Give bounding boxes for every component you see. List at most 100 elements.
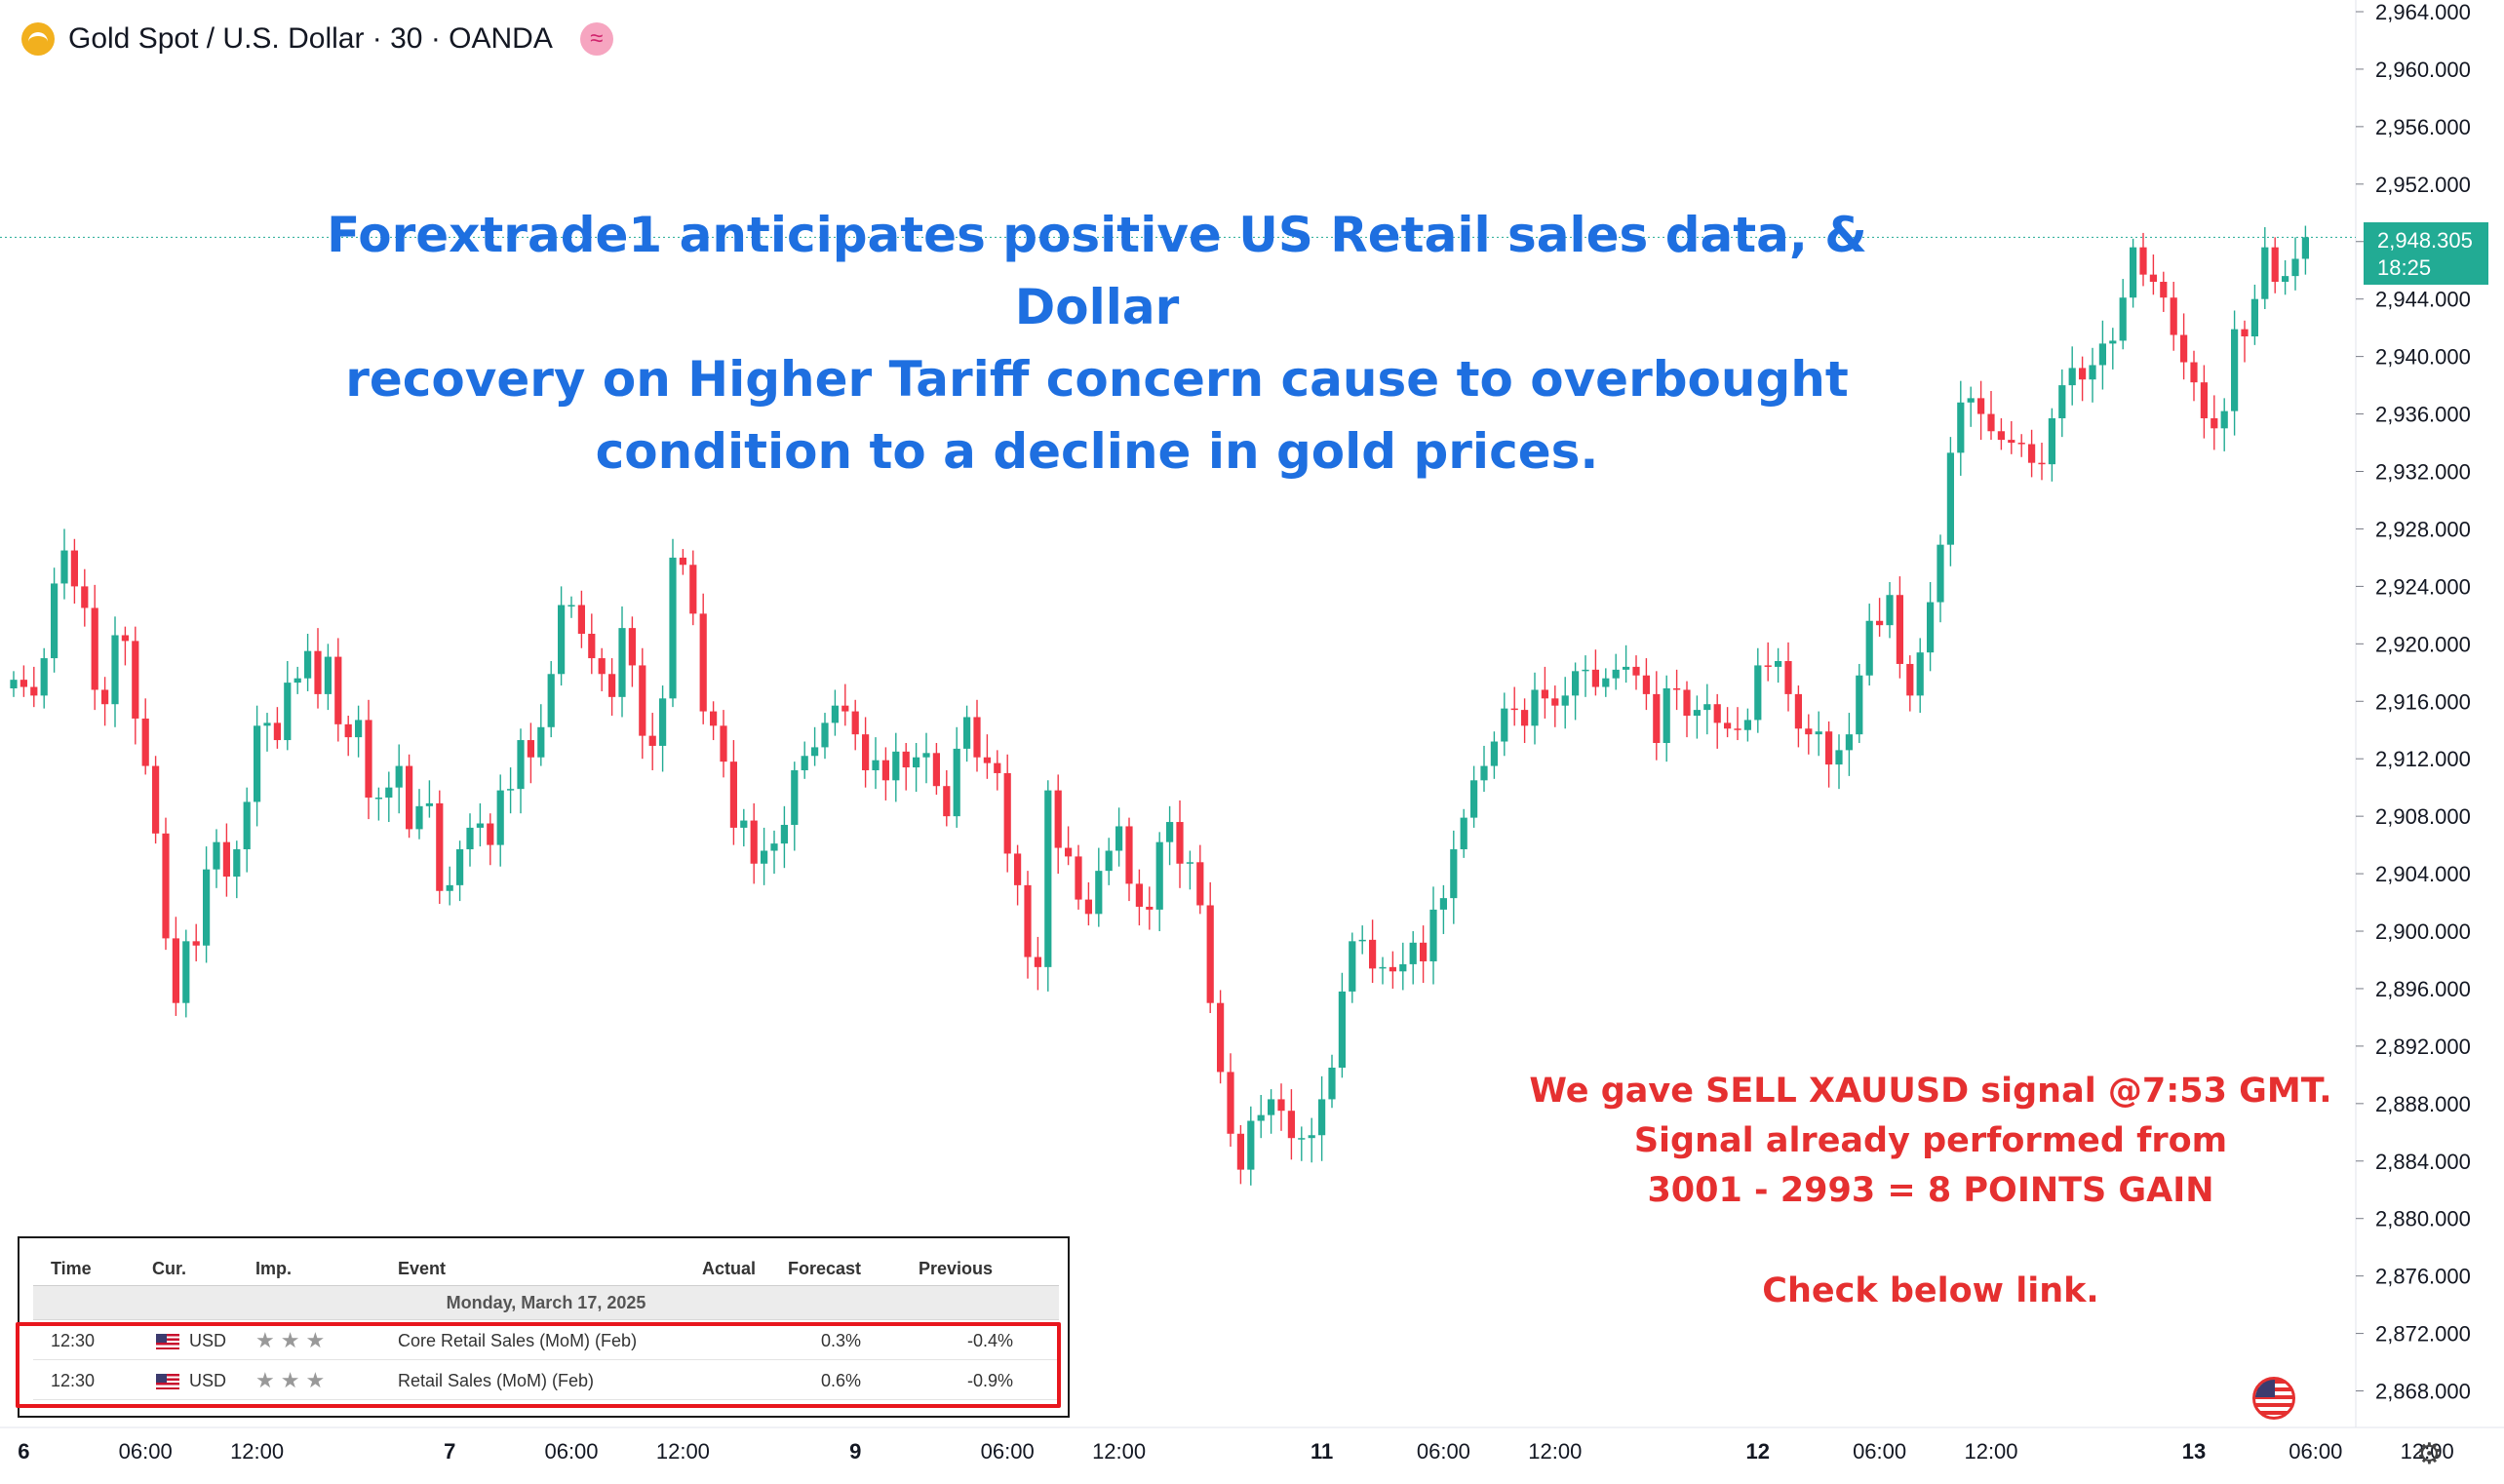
price-tick-label: 2,908.000 [2375, 804, 2471, 829]
candle-body [1236, 1133, 1244, 1170]
candle-body [2028, 444, 2036, 463]
candle-body [1450, 849, 1458, 899]
candle-body [2170, 297, 2177, 335]
candle-body [1845, 734, 1853, 751]
candle-body [162, 833, 170, 939]
candle-body [1775, 661, 1782, 667]
candle [1815, 711, 1822, 757]
candle [254, 705, 261, 827]
candle-body [1065, 847, 1073, 857]
candle-body [862, 734, 870, 770]
candle-body [395, 765, 403, 788]
candle-body [2250, 298, 2258, 337]
event-currency: USD [189, 1331, 227, 1350]
candle-body [2301, 237, 2309, 259]
candle-body [213, 841, 220, 870]
candle-body [801, 756, 808, 770]
candle [1623, 644, 1630, 683]
us-flag-icon[interactable] [2252, 1377, 2295, 1420]
candle [953, 726, 960, 828]
candle-body [1166, 822, 1174, 842]
event-time: 12:30 [51, 1331, 96, 1350]
highlight-box [16, 1322, 1061, 1408]
candle-body [355, 720, 363, 738]
candle-body [1946, 452, 1954, 545]
candle-body [70, 550, 78, 587]
candle [1075, 844, 1082, 910]
candle-body [456, 849, 464, 885]
event-currency: USD [189, 1371, 227, 1390]
calendar-header-row: Time Cur. Imp. Event Actual Forecast Pre… [33, 1248, 1059, 1286]
col-time: Time [51, 1259, 92, 1278]
candle [1531, 672, 1539, 745]
candle [334, 638, 342, 742]
time-axis[interactable]: 6 06:00 12:00 7 06:00 12:00 9 06:00 12:00 11 06:00… [18, 1439, 2453, 1464]
candle-body [1632, 666, 1640, 676]
candle-body [1227, 1072, 1234, 1134]
candle [943, 769, 951, 827]
candle [1997, 417, 2005, 450]
candle-body [1095, 871, 1103, 915]
candle [851, 699, 859, 751]
candle-body [1713, 704, 1721, 723]
candle-body [334, 656, 342, 724]
event-previous: -0.4% [967, 1331, 1014, 1350]
candle [1247, 1106, 1255, 1186]
candle-body [1856, 675, 1863, 735]
candle [1196, 844, 1204, 915]
candle-body [51, 583, 59, 659]
candle-body [2282, 276, 2289, 283]
candle [2017, 434, 2025, 457]
gear-icon[interactable]: ⚙ [2416, 1438, 2443, 1470]
candle [791, 762, 799, 851]
symbol-header[interactable]: Gold Spot / U.S. Dollar · 30 · OANDA ≈ [21, 18, 613, 60]
candle-body [314, 650, 322, 694]
candle [2170, 282, 2177, 351]
wave-icon[interactable]: ≈ [579, 22, 613, 56]
signal-annotation: We gave SELL XAUUSD signal @7:53 GMT. Si… [1521, 1067, 2340, 1316]
candle [1805, 714, 1813, 755]
candle-body [963, 717, 971, 749]
symbol-title[interactable]: Gold Spot / U.S. Dollar · 30 · OANDA [68, 22, 553, 55]
candle-body [1358, 939, 1366, 942]
candle-body [233, 849, 241, 878]
price-tick-label: 2,876.000 [2375, 1265, 2471, 1289]
candle-body [932, 753, 940, 787]
candle-body [1886, 595, 1894, 626]
candle [1429, 886, 1437, 985]
candle-body [1835, 750, 1843, 765]
price-tick-label: 2,940.000 [2375, 345, 2471, 370]
price-axis[interactable]: 2,964.000 2,960.000 2,956.000 2,952.000 2,94… [2356, 0, 2471, 1404]
candle-body [1612, 669, 1620, 679]
candle-body [30, 686, 38, 696]
candle-body [1490, 741, 1498, 766]
candle-body [1369, 939, 1377, 969]
candle [1521, 698, 1529, 743]
candle-body [1734, 728, 1741, 730]
price-tick-label: 2,868.000 [2375, 1380, 2471, 1404]
bar-countdown: 18:25 [2377, 255, 2432, 280]
candle [344, 716, 352, 757]
candle [1825, 721, 1833, 788]
candle-body [1206, 905, 1214, 1003]
candle [547, 661, 555, 738]
gold-coin-icon [21, 22, 55, 56]
candle [1125, 817, 1133, 902]
candle [1024, 871, 1032, 979]
candle [1379, 957, 1387, 985]
importance-stars: ★★★ [255, 1328, 332, 1352]
candle [679, 549, 686, 575]
candle-body [1146, 906, 1154, 910]
candle [415, 789, 423, 840]
candle [2261, 227, 2269, 310]
us-flag-icon [156, 1334, 179, 1349]
candle [1257, 1094, 1265, 1139]
candle-body [831, 705, 839, 723]
candle [639, 647, 646, 760]
candle-body [1389, 966, 1396, 972]
candle-body [770, 843, 778, 851]
candle-body [729, 762, 737, 828]
candle-body [293, 678, 301, 683]
candle [1166, 805, 1174, 866]
candle-body [1186, 862, 1193, 864]
